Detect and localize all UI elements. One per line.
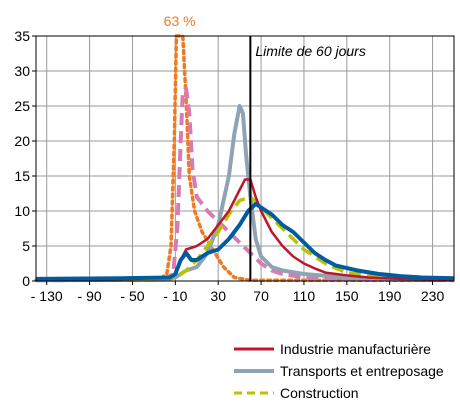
legend-item-construction: Construction xyxy=(234,382,444,404)
series-line-0 xyxy=(35,178,455,281)
series-layer xyxy=(34,34,456,283)
x-tick-label: - 10 xyxy=(163,288,187,304)
legend-label-construction: Construction xyxy=(280,385,359,401)
series-line-2 xyxy=(35,195,455,282)
y-tick-label: 25 xyxy=(14,98,30,114)
y-tick-label: 20 xyxy=(14,133,30,149)
peak-label: 63 % xyxy=(164,13,196,29)
legend-item-transports: Transports et entreposage xyxy=(234,360,444,382)
x-tick-label: 30 xyxy=(210,288,226,304)
x-tick-label: - 90 xyxy=(78,288,102,304)
y-tick-label: 30 xyxy=(14,63,30,79)
legend-label-industrie: Industrie manufacturière xyxy=(280,341,431,357)
y-tick-label: 0 xyxy=(22,273,30,289)
y-tick-label: 10 xyxy=(14,203,30,219)
axes xyxy=(32,35,455,285)
y-tick-label: 35 xyxy=(14,28,30,44)
x-tick-label: - 50 xyxy=(120,288,144,304)
tick-labels: 0 5 10 15 20 25 30 35 - 130 - 90 - 50 - 10 30 70 110 15… xyxy=(14,28,444,304)
legend-swatch-construction xyxy=(234,391,274,395)
x-tick-label: 150 xyxy=(335,288,359,304)
legend-swatch-industrie xyxy=(234,347,274,351)
y-tick-label: 5 xyxy=(22,238,30,254)
x-tick-label: - 130 xyxy=(31,288,63,304)
series-line-3 xyxy=(35,202,455,281)
series-line-4 xyxy=(35,86,455,283)
series-line-1 xyxy=(35,104,455,283)
legend: Industrie manufacturière Transports et e… xyxy=(234,338,444,404)
limit-label: Limite de 60 jours xyxy=(255,43,366,59)
x-tick-label: 230 xyxy=(421,288,445,304)
legend-label-transports: Transports et entreposage xyxy=(280,363,444,379)
plot-frame xyxy=(35,35,455,282)
x-tick-label: 110 xyxy=(293,288,316,304)
chart: 0 5 10 15 20 25 30 35 - 130 - 90 - 50 - 10 30 70 110 15… xyxy=(14,13,456,304)
x-tick-label: 70 xyxy=(253,288,269,304)
series-line-5 xyxy=(34,34,456,283)
x-tick-label: 190 xyxy=(378,288,402,304)
legend-swatch-transports xyxy=(234,369,274,373)
legend-item-industrie: Industrie manufacturière xyxy=(234,338,444,360)
y-tick-label: 15 xyxy=(14,168,30,184)
